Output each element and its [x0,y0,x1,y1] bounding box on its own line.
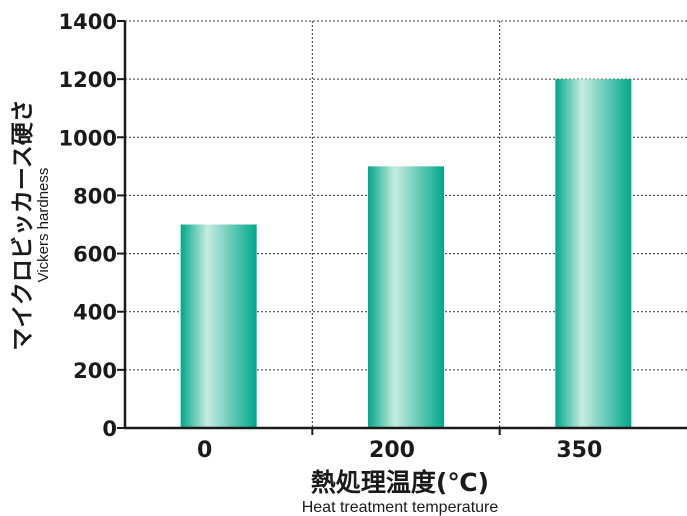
y-tick-label: 1000 [59,126,117,150]
bars [180,79,632,429]
bar [555,79,632,429]
tick-labels: 0 200 400 600 800 1000 1200 1400 0 200 350 [59,10,603,463]
y-tick-label: 200 [73,359,117,383]
y-tick-label: 1200 [59,68,117,92]
bar [368,166,444,428]
y-tick-label: 0 [102,417,117,441]
y-axis-subtitle: Vickers hardness [35,168,52,283]
y-tick-label: 800 [73,184,117,208]
x-axis-subtitle: Heat treatment temperature [302,499,499,516]
bar [180,224,257,428]
axes [117,20,687,435]
x-tick-label: 350 [556,438,602,463]
x-axis-title: 熱処理温度(℃) [311,468,489,497]
y-tick-label: 600 [73,243,117,267]
x-tick-label: 200 [369,438,415,463]
y-axis-title: マイクロビッカース硬さ [10,99,36,350]
y-tick-label: 1400 [59,10,117,34]
y-tick-label: 400 [73,301,117,325]
x-tick-label: 0 [197,438,212,463]
